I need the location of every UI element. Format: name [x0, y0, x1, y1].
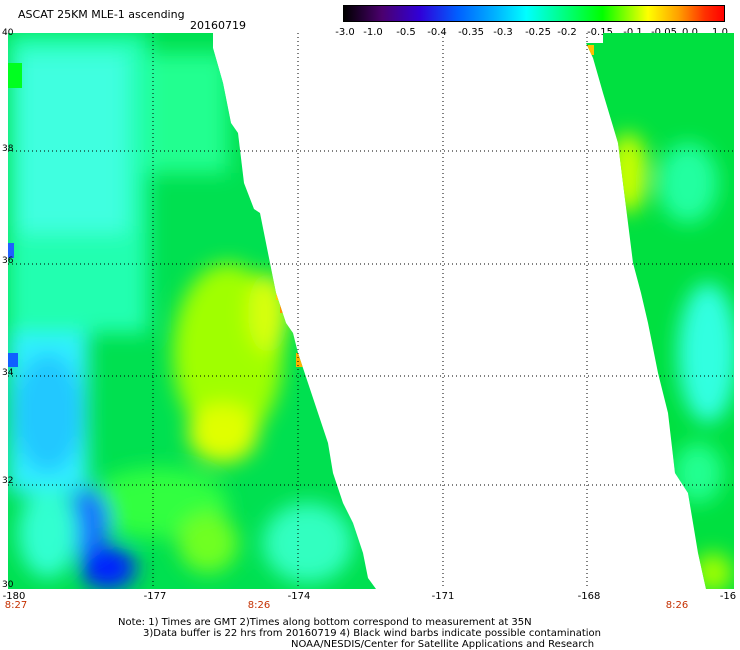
- colorbar-tick-label: -3.0: [335, 27, 355, 38]
- colorbar-tick-label: -0.35: [458, 27, 484, 38]
- footer-note-1: Note: 1) Times are GMT 2)Times along bot…: [118, 617, 532, 628]
- colorbar-tick-label: -0.05: [651, 27, 677, 38]
- colorbar-tick-label: -0.15: [587, 27, 613, 38]
- lon-label: -174: [287, 591, 311, 602]
- lon-label: -16: [719, 591, 737, 602]
- plot-title: ASCAT 25KM MLE-1 ascending: [18, 8, 185, 21]
- colorbar-tick-label: -0.4: [427, 27, 447, 38]
- colorbar-tick-label: -0.5: [396, 27, 416, 38]
- lat-label: 32: [2, 476, 14, 486]
- colorbar-tick-label: -0.2: [557, 27, 577, 38]
- lat-label: 34: [2, 368, 14, 378]
- lon-label: -177: [143, 591, 167, 602]
- lat-label: 36: [2, 256, 14, 266]
- colorbar-tick-label: -1.0: [363, 27, 383, 38]
- left-swath: [8, 33, 376, 589]
- colorbar-tick-label: -0.1: [623, 27, 643, 38]
- colorbar-tick-label: 1.0: [712, 27, 728, 38]
- swath-time-label: 8:26: [247, 600, 271, 611]
- scatterometer-map: [8, 33, 734, 589]
- right-swath: [586, 33, 734, 589]
- swath-time-label: 8:26: [665, 600, 689, 611]
- swath-time-label: 8:27: [4, 600, 28, 611]
- plot-date: 20160719: [190, 19, 246, 32]
- colorbar-tick-label: 0.0: [682, 27, 698, 38]
- lon-label: -168: [577, 591, 601, 602]
- lat-label: 38: [2, 144, 14, 154]
- lon-label: -171: [431, 591, 455, 602]
- lon-label: -180: [2, 591, 26, 602]
- colorbar-tick-label: -0.3: [493, 27, 513, 38]
- footer-note-2: 3)Data buffer is 22 hrs from 20160719 4)…: [143, 628, 601, 639]
- lat-label: 30: [2, 580, 14, 590]
- lat-label: 40: [2, 28, 14, 38]
- footer-credit: NOAA/NESDIS/Center for Satellite Applica…: [291, 639, 595, 650]
- colorbar-tick-label: -0.25: [525, 27, 551, 38]
- graticule: [8, 33, 734, 589]
- color-scale-bar: [343, 5, 725, 22]
